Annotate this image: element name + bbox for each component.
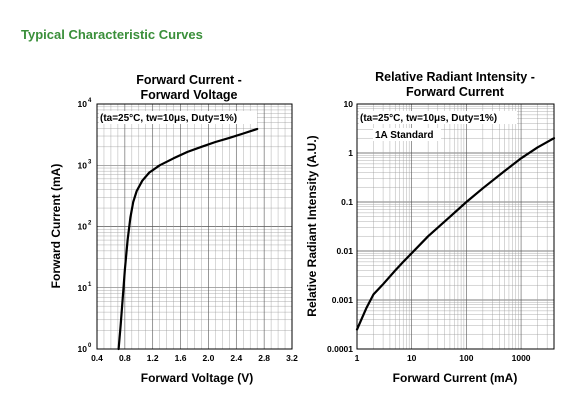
y-tick-labels: 0.0001 0.001 0.01 0.1 1 10 xyxy=(327,99,353,354)
chart-title: Relative Radiant Intensity - xyxy=(375,70,535,84)
x-tick-label: 10 xyxy=(407,353,417,363)
y-tick-label: 0.1 xyxy=(341,197,353,207)
annotation-background xyxy=(373,128,441,141)
series-line xyxy=(355,137,556,331)
y-tick-exponent: 2 xyxy=(88,221,92,227)
plot-frame xyxy=(96,103,293,350)
y-tick-exponent: 4 xyxy=(88,98,92,104)
y-tick-label: 10 xyxy=(78,160,88,170)
plot-frame xyxy=(356,103,555,350)
y-tick-exponent: 0 xyxy=(88,343,92,349)
y-axis-label: Forward Current (mA) xyxy=(49,164,63,289)
y-tick-label: 0.001 xyxy=(332,295,354,305)
annotation-background xyxy=(359,111,517,124)
annotation-background xyxy=(99,111,257,124)
x-tick-label: 100 xyxy=(459,353,473,363)
gridlines xyxy=(357,104,554,349)
y-tick-label: 10 xyxy=(78,344,88,354)
x-tick-label: 1000 xyxy=(512,353,531,363)
chart-title: Forward Current - xyxy=(136,73,242,87)
y-tick-exponent: 3 xyxy=(88,159,92,165)
y-tick-label: 0.01 xyxy=(336,246,353,256)
y-tick-label: 10 xyxy=(344,99,354,109)
x-tick-label: 2.4 xyxy=(230,353,242,363)
x-tick-labels: 0.4 0.8 1.2 1.6 2.0 2.4 2.8 3.2 xyxy=(91,353,298,363)
y-tick-label: 0.0001 xyxy=(327,344,353,354)
condition-annotation: (ta=25°C, tw=10μs, Duty=1%) xyxy=(99,111,257,124)
x-tick-label: 1.2 xyxy=(147,353,159,363)
chart-title: Forward Voltage xyxy=(140,88,237,102)
chart-1: (ta=25°C, tw=10μs, Duty=1%) Forward Curre… xyxy=(49,73,298,385)
y-tick-label: 10 xyxy=(78,99,88,109)
x-tick-label: 0.4 xyxy=(91,353,103,363)
standard-label: 1A Standard xyxy=(375,130,434,141)
chart-title: Forward Current xyxy=(406,85,505,99)
y-tick-label: 10 xyxy=(78,283,88,293)
x-tick-labels: 1 10 100 1000 xyxy=(355,353,531,363)
x-tick-label: 1.6 xyxy=(175,353,187,363)
condition-label: (ta=25°C, tw=10μs, Duty=1%) xyxy=(360,113,497,124)
condition-annotation: (ta=25°C, tw=10μs, Duty=1%) 1A Standard xyxy=(359,111,517,141)
y-tick-exponent: 1 xyxy=(88,282,92,288)
gridlines xyxy=(97,104,292,349)
condition-label: (ta=25°C, tw=10μs, Duty=1%) xyxy=(100,113,237,124)
chart-2: (ta=25°C, tw=10μs, Duty=1%) 1A Standard Re… xyxy=(305,70,556,385)
x-tick-label: 3.2 xyxy=(286,353,298,363)
x-tick-label: 2.0 xyxy=(203,353,215,363)
x-tick-label: 2.8 xyxy=(258,353,270,363)
x-axis-label: Forward Voltage (V) xyxy=(141,371,253,385)
y-tick-label: 1 xyxy=(348,148,353,158)
y-axis-label: Relative Radiant Intensity (A.U.) xyxy=(305,135,319,316)
section-title: Typical Characteristic Curves xyxy=(21,27,203,42)
x-tick-label: 0.8 xyxy=(119,353,131,363)
x-tick-label: 1 xyxy=(355,353,360,363)
series-line xyxy=(117,127,259,351)
x-axis-label: Forward Current (mA) xyxy=(393,371,518,385)
y-tick-label: 10 xyxy=(78,222,88,232)
